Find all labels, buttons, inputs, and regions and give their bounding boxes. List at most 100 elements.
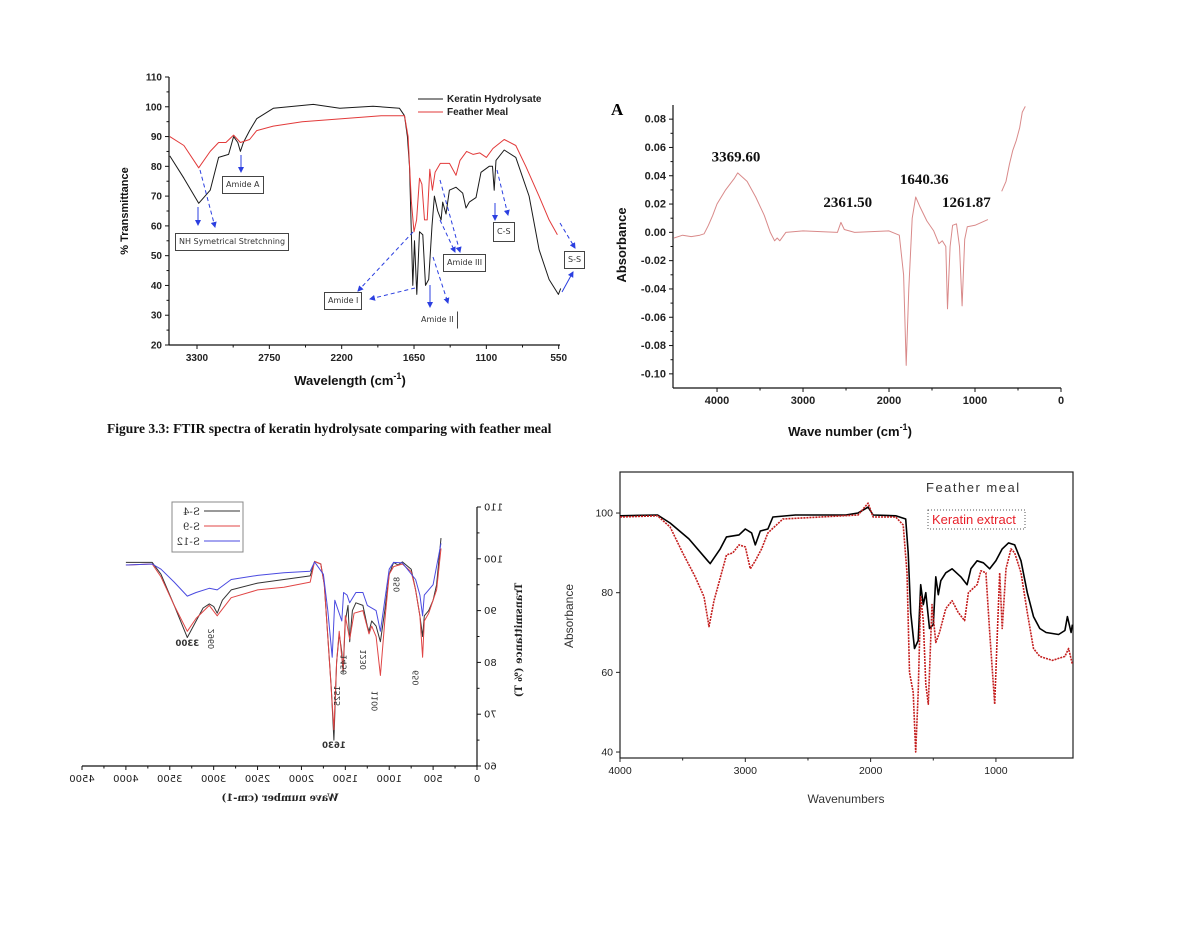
x-tick-label: 4500 [69,774,94,785]
y-tick-label: 60 [601,667,613,679]
y-tick-label: -0.06 [641,312,666,324]
y-tick-label: 80 [601,587,613,599]
annotation-amide-i: Amide I [324,292,363,310]
peak-label: 3369.60 [712,150,761,166]
y-tick-label: 0.06 [645,142,666,154]
series-line [673,172,989,366]
chart-absorbance-difference-spectrum: 4000 3000 2000 1000 0 0.08 0.06 0.04 0.02 0.00 -0.… [614,105,1064,439]
annotation-c-s: C-S [493,222,515,242]
series-line-s-4 [125,538,442,741]
chart1-annotation-arrows [195,155,576,308]
annotation-amide-a: Amide A [222,176,264,194]
chart4-legend-dotted-box [927,509,1026,530]
annotation-s-s: S-S [564,251,586,269]
chart-samples-transmittance-mirrored: 0 500 1000 1500 2000 2500 3000 3500 4000 4500 60 70… [69,501,525,804]
chart4-legend-label-2: Keratin extract [932,512,1016,527]
chart-feather-meal-vs-keratin-extract: 4000 3000 2000 1000 40 60 80 100 Feather meal K… [562,471,1074,806]
peak-label: 1640.36 [900,172,949,188]
arrow [199,169,217,228]
y-tick-label: 100 [595,508,613,520]
x-tick-label: 3500 [157,774,182,785]
peak-label: 1450 [340,655,349,675]
chart3-legend-box [171,501,244,553]
annotation-amide-iii: Amide III [443,254,487,272]
x-tick-label: 3000 [791,395,815,407]
x-tick-label: 550 [550,353,567,364]
chart1-y-axis-title: % Transmittance [119,167,131,254]
y-tick-label: -0.08 [641,340,666,352]
y-tick-label: -0.04 [641,283,667,295]
y-tick-label: 40 [601,747,613,759]
x-tick-label: 1500 [333,774,358,785]
x-tick-label: 2000 [877,395,901,407]
peak-label: 3300 [175,639,199,649]
series-line [1001,106,1026,192]
chart3-legend-label-3: S-12 [177,537,200,548]
chart4-legend-label-1: Feather meal [926,480,1021,495]
peak-label: 1230 [359,649,368,669]
chart2-y-axis-title: Absorbance [614,207,629,282]
x-tick-label: 2200 [331,353,354,364]
chart-keratin-vs-feather-transmittance: 3300 2750 2200 1650 1100 550 20 30 40 50 60 70 80 90 1… [119,73,576,388]
y-tick-label: -0.10 [641,368,666,380]
x-tick-label: 3300 [186,353,209,364]
x-tick-label: 0 [1058,395,1064,407]
x-tick-label: 1000 [984,765,1008,777]
x-tick-label: 2000 [289,774,314,785]
y-tick-label: 70 [151,192,163,203]
x-tick-label: 500 [424,774,443,785]
chart3-y-axis-title: Transmittance (% T) [514,583,525,698]
y-tick-label: 0.00 [645,227,666,239]
y-tick-label: 60 [151,221,163,232]
arrow [439,179,462,253]
y-tick-label: -0.02 [641,255,666,267]
peak-label: 1525 [333,686,342,706]
y-tick-label: 0.08 [645,114,666,126]
chart3-x-axis-title: Wave number (cm-1) [222,793,340,804]
peak-label: 850 [392,577,401,592]
x-tick-label: 2500 [245,774,270,785]
x-tick-label: 1000 [963,395,987,407]
y-tick-label: 0.02 [645,199,666,211]
arrow [357,231,414,292]
y-tick-label: 40 [151,281,163,292]
x-tick-label: 4000 [113,774,138,785]
y-tick-label: 80 [151,162,163,173]
peak-label: 1261.87 [942,195,991,211]
y-tick-label: 0.04 [645,170,667,182]
y-tick-label: 60 [484,762,497,773]
y-tick-label: 110 [146,73,163,84]
y-tick-label: 80 [484,658,497,669]
series-line-keratin-hydrolysate [169,103,562,295]
arrow [439,219,456,253]
y-tick-label: 20 [151,341,163,352]
arrow [559,222,576,249]
y-tick-label: 90 [151,132,163,143]
y-tick-label: 100 [484,554,503,565]
y-tick-label: 90 [484,606,497,617]
y-tick-label: 70 [484,710,497,721]
peak-label: 650 [412,670,421,685]
chart1-x-axis-title: Wavelength (cm-1) [294,371,406,388]
chart3-legend-label-1: S-4 [183,507,200,518]
series-line-keratin-extract [619,502,1074,753]
x-tick-label: 2000 [859,765,883,777]
series-line-s-12 [125,543,442,658]
x-tick-label: 2750 [258,353,281,364]
arrow [369,287,416,301]
x-tick-label: 1000 [376,774,401,785]
x-tick-label: 1650 [403,353,426,364]
series-line-feather-meal [169,115,558,236]
series-line-s-9 [125,548,442,731]
y-tick-label: 30 [151,311,163,322]
x-tick-label: 3000 [201,774,226,785]
panel-label: A [611,100,624,119]
chart1-legend-line-label-1: Keratin Hydrolysate [447,94,542,105]
x-tick-label: 4000 [608,765,632,777]
y-tick-label: 50 [151,251,163,262]
arrow [496,169,510,216]
chart3-legend-label-2: S-9 [183,522,200,533]
chart1-legend-line-label-2: Feather Meal [447,107,508,118]
y-tick-label: 110 [484,503,503,514]
peak-label: 2361.50 [823,195,872,211]
